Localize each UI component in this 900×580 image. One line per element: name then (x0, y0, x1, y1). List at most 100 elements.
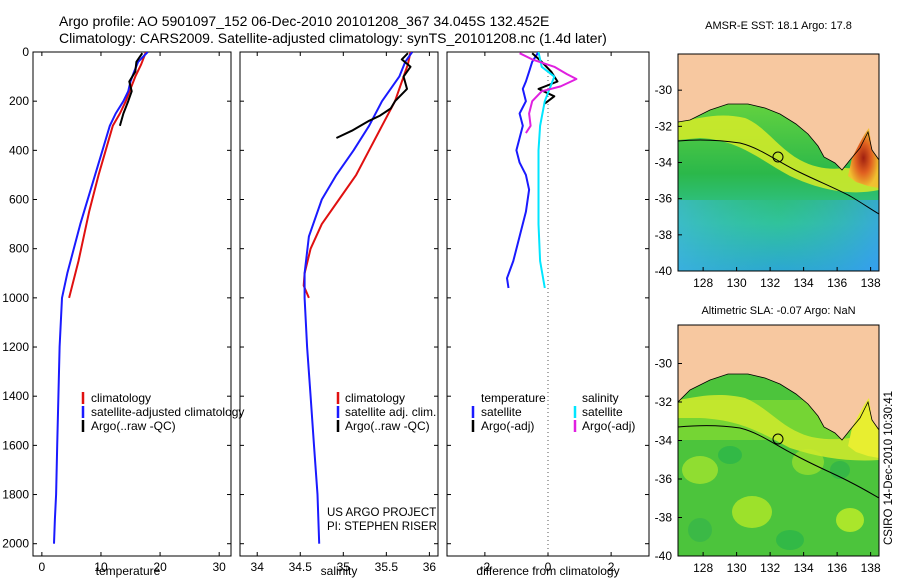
map-x-tick-label: 128 (693, 561, 713, 575)
sst-map-title: AMSR-E SST: 18.1 Argo: 17.8 (705, 20, 852, 32)
legend-label-climatology: climatology (91, 391, 151, 405)
figure-title-line-2: Climatology: CARS2009. Satellite-adjuste… (59, 30, 607, 46)
legend-label-satellite: satellite-adjusted climatology (91, 405, 244, 419)
y-tick-label: 1200 (2, 340, 29, 354)
sst-deep-band (678, 200, 879, 271)
map-y-tick-label: -38 (655, 228, 673, 242)
y-tick-label: 800 (9, 242, 29, 256)
y-tick-label: 1600 (2, 438, 29, 452)
legend-label-temp-satellite: satellite (481, 405, 522, 419)
legend-label-argo: Argo(..raw -QC) (91, 419, 176, 433)
legend-label-argo: Argo(..raw -QC) (345, 419, 430, 433)
series-line-satellite-adj-clim (303, 52, 414, 544)
difference-legend: temperature satellite Argo(-adj) salinit… (471, 391, 635, 433)
map-x-tick-label: 138 (861, 561, 881, 575)
y-tick-label: 400 (9, 143, 29, 157)
x-tick-label: 2 (608, 560, 615, 574)
sla-gulf-water (848, 398, 879, 458)
difference-profile-lines (506, 52, 578, 556)
series-line-argo-raw-qc (118, 52, 144, 127)
salinity-profile-lines (302, 52, 414, 544)
map-y-tick-label: -40 (655, 549, 673, 563)
salinity-legend: climatology satellite adj. clim. Argo(..… (336, 391, 436, 433)
temperature-axes-frame (32, 51, 232, 557)
sla-blobs (682, 446, 864, 550)
temperature-legend: climatology satellite-adjusted climatolo… (81, 391, 244, 433)
series-line-climatology (68, 52, 147, 299)
x-tick-label: 20 (153, 560, 167, 574)
pi-credit: PI: STEPHEN RISER (327, 521, 437, 533)
map-x-tick-label: 132 (760, 276, 780, 290)
series-line-satellite-adjusted-climatology (53, 52, 149, 544)
x-tick-label: 0 (39, 560, 46, 574)
difference-axis-label: difference from climatology (476, 564, 619, 578)
temperature-profile-lines (53, 52, 149, 544)
x-tick-label: 30 (212, 560, 226, 574)
map-y-tick-label: -36 (655, 192, 673, 206)
map-x-tick-label: 134 (794, 276, 814, 290)
series-line-salinity-argo (519, 52, 578, 134)
x-tick-label: 0 (545, 560, 552, 574)
map-y-tick-label: -40 (655, 264, 673, 278)
sla-map-ticks: 128 130 132 134 136 138 -30 -32 -34 -36 -38 -40 (655, 357, 881, 576)
sla-coastline (678, 373, 879, 441)
figure-title-line-1: Argo profile: AO 5901097_152 06-Dec-2010… (59, 13, 550, 29)
map-x-tick-label: 128 (693, 276, 713, 290)
map-x-tick-label: 136 (827, 276, 847, 290)
sst-argo-marker (772, 151, 784, 163)
sst-shelf-contour (678, 139, 879, 215)
map-y-tick-label: -36 (655, 472, 673, 486)
sst-coastline (678, 103, 879, 171)
sla-coastal-band (678, 394, 879, 461)
sst-map-ticks: 128 130 132 134 136 138 -30 -32 -34 -36 -38 -40 (655, 83, 881, 290)
sst-gulf-warm-water (848, 128, 879, 188)
y-tick-label: 2000 (2, 537, 29, 551)
y-tick-label: 0 (22, 45, 29, 59)
sla-land (678, 325, 879, 440)
map-x-tick-label: 130 (727, 276, 747, 290)
x-tick-label: 36 (423, 560, 437, 574)
sla-argo-marker (772, 433, 784, 445)
map-x-tick-label: 136 (827, 561, 847, 575)
x-tick-label: 10 (94, 560, 108, 574)
series-line-temperature-satellite (506, 52, 540, 289)
sla-map-title: Altimetric SLA: -0.07 Argo: NaN (701, 305, 856, 317)
salinity-x-ticks: 34 34.5 35 35.5 36 (251, 52, 437, 574)
legend-heading-salinity: salinity (582, 391, 619, 405)
map-y-tick-label: -30 (655, 83, 673, 97)
series-line-argo-raw-qc (335, 52, 412, 139)
sla-map: 128 130 132 134 136 138 -30 -32 -34 -36 -38 -40 (655, 324, 881, 576)
x-tick-label: 34.5 (289, 560, 313, 574)
temperature-x-ticks: 0 10 20 30 (39, 52, 226, 574)
x-tick-label: 34 (251, 560, 265, 574)
y-tick-label: 600 (9, 193, 29, 207)
sla-shelf-contour (678, 425, 879, 499)
legend-label-temp-argo: Argo(-adj) (481, 419, 534, 433)
map-y-tick-label: -32 (655, 119, 673, 133)
legend-label-satellite: satellite adj. clim. (345, 405, 436, 419)
salinity-axis-label: salinity (321, 564, 358, 578)
x-tick-label: 35 (337, 560, 351, 574)
y-tick-label: 1400 (2, 389, 29, 403)
map-x-tick-label: 134 (794, 561, 814, 575)
map-x-tick-label: 130 (727, 561, 747, 575)
map-x-tick-label: 132 (760, 561, 780, 575)
x-tick-label: -2 (480, 560, 491, 574)
map-y-tick-label: -38 (655, 511, 673, 525)
csiro-timestamp: CSIRO 14-Dec-2010 10:30:41 (883, 390, 895, 545)
map-y-tick-label: -32 (655, 395, 673, 409)
temperature-depth-ticks: 0 200 400 600 800 1000 1200 1400 1600 1800 2000 (2, 45, 649, 551)
sst-map: 128 130 132 134 136 138 -30 -32 -34 -36 -38 -40 (655, 53, 881, 290)
y-tick-label: 1800 (2, 488, 29, 502)
salinity-axes-frame (239, 51, 439, 557)
project-credit: US ARGO PROJECT (327, 507, 436, 519)
map-y-tick-label: -34 (655, 156, 673, 170)
y-tick-label: 1000 (2, 291, 29, 305)
map-x-tick-label: 138 (861, 276, 881, 290)
sst-land (678, 54, 879, 170)
legend-label-climatology: climatology (345, 391, 405, 405)
y-tick-label: 200 (9, 94, 29, 108)
legend-label-sal-argo: Argo(-adj) (582, 419, 635, 433)
map-y-tick-label: -34 (655, 434, 673, 448)
